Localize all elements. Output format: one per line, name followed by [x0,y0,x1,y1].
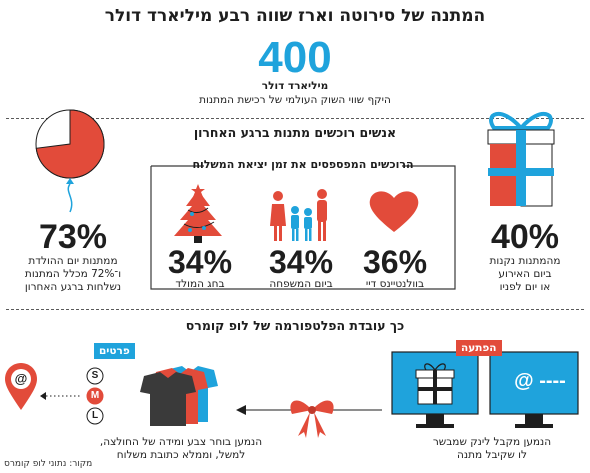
size-option-m[interactable]: M [90,390,100,401]
map-pin-icon [5,363,37,410]
surprise-tag: הפתעה [456,340,502,356]
pie-slice [35,109,105,179]
big-number-description: היקף שווי השוק העולמי של רכישת המתנות [199,94,391,106]
stat-family-caption: ביום המשפחה [269,278,333,290]
caption-line: לו שקיבל מתנה [457,449,527,461]
stat-gift-caption: מהמתנות נקנות ביום האירוע או יום לפניו [470,255,580,294]
stat-valentine-value: 36% [362,244,428,280]
caption-line: הנמען בוחר צבע ומידה של החולצה, [99,436,263,448]
caption-line: ביום האירוע [498,268,552,280]
size-selector [86,367,104,425]
stat-christmas-caption: בחג המולד [175,278,225,290]
pie-balloon-chart [35,109,105,213]
divider-top [6,118,584,119]
step2-caption: הנמען בוחר צבע ומידה של החולצה, למשל, ומ… [96,436,266,462]
page-title: המתנה של סירוטה וארז שווה רבע מיליארד דו… [104,6,486,26]
bow-arrow-icon [236,400,382,438]
christmas-tree-icon [174,184,222,243]
gift-box-icon [487,111,555,207]
details-tag: פרטים [94,343,135,359]
size-option-s[interactable]: S [91,370,99,381]
stat-gift-value: 40% [490,218,560,256]
monitors-icon [391,351,579,428]
map-pin-symbol: @ [14,371,28,386]
section1-subtitle: הרוכשים המפספסים את זמן יציאת המשלוח [192,158,414,171]
section2-title: כך עובדת הפלטפורמה של לופ קומרס [185,318,405,333]
tshirts-icon [140,366,218,426]
heart-icon [369,191,419,232]
caption-line: מהמתנות נקנות [489,255,561,267]
caption-line: ממתנות יום ההולדת [28,255,118,267]
dotted-arrow-icon [40,392,82,400]
middle-frame [150,165,456,290]
stat-birthday-value: 73% [38,218,108,256]
caption-line: למשל, וממלא כתובת משלוח [116,449,246,461]
stat-christmas-value: 34% [167,244,233,280]
step1-caption: הנמען מקבל לינק שמבשר לו שקיבל מתנה [412,436,572,462]
stat-family-value: 34% [268,244,334,280]
caption-line: ו־72% מכלל המתנות [24,268,122,280]
source-note: מקור: נתוני לופ קומרס [4,459,93,469]
caption-line: הנמען מקבל לינק שמבשר [432,436,552,448]
section1-title: אנשים רוכשים מתנות ברגע האחרון [193,125,397,140]
family-icon [270,189,327,241]
big-number-unit: מיליארד דולר [261,80,329,92]
size-option-l[interactable]: L [91,410,99,421]
stat-valentine-caption: בוולנטיינס דיי [365,278,425,290]
stat-birthday-caption: ממתנות יום ההולדת ו־72% מכלל המתנות נשלח… [8,255,138,294]
caption-line: נשלחות ברגע האחרון [24,281,122,293]
divider-middle [6,309,584,310]
big-number: 400 [258,33,332,82]
caption-line: או יום לפניו [499,281,551,293]
screen-email-text: @ ---- [514,370,566,392]
